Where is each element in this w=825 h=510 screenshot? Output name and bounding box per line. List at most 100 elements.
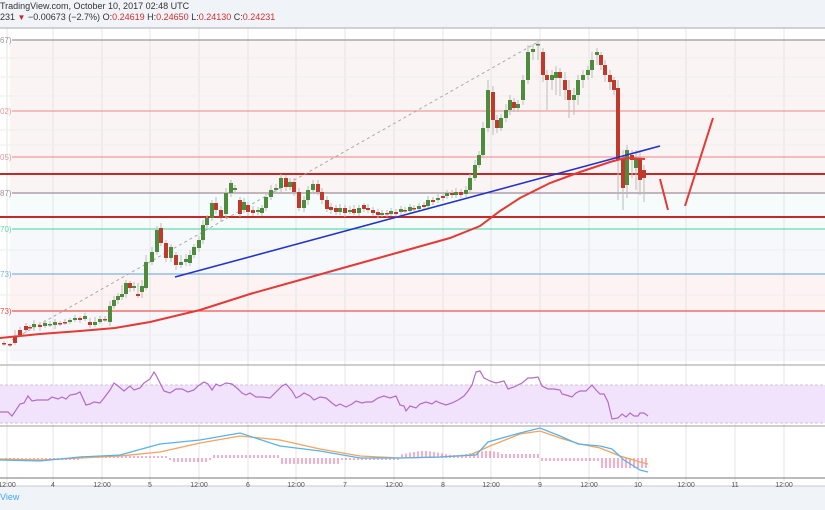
candle-body (264, 197, 268, 208)
candle-body (394, 212, 398, 214)
candle-body (586, 70, 590, 75)
candle-body (338, 208, 342, 212)
candle-body (302, 200, 306, 208)
candle-body (251, 210, 255, 213)
candle-body (625, 150, 629, 185)
candle-body (38, 325, 42, 327)
x-axis-tick-label: 5 (148, 482, 152, 489)
candle-body (389, 211, 393, 214)
candle-body (541, 52, 545, 75)
candle-body (403, 210, 407, 212)
candle-body (297, 192, 301, 208)
candle-body (112, 300, 116, 306)
brand-link[interactable]: View (0, 492, 20, 502)
candle-body (473, 165, 477, 178)
candle-body (242, 202, 246, 210)
x-axis-tick-label: 4 (51, 482, 55, 489)
candle-body (581, 75, 585, 80)
candle-body (201, 225, 205, 240)
candle-body (554, 72, 558, 78)
rsi-band (0, 385, 825, 423)
x-axis-tick-label: 7 (343, 482, 347, 489)
rsi-line (0, 370, 649, 420)
candle-body (634, 158, 638, 168)
fib-level-label: 70) (0, 225, 12, 234)
candle-body (558, 72, 562, 78)
candle-body (521, 80, 525, 100)
candle-body (279, 178, 283, 188)
candle-body (343, 208, 347, 213)
candle-body (563, 80, 567, 90)
low-value: 0.24130 (198, 12, 232, 22)
candle-body (603, 65, 607, 75)
candle-body (508, 100, 512, 110)
x-axis-tick-label: 12:00 (677, 482, 695, 489)
candle-body (68, 320, 72, 322)
candle-body (499, 118, 503, 128)
close-label: C: (233, 12, 243, 22)
candle-body (380, 213, 384, 215)
candle-body (491, 92, 495, 120)
candle-body (174, 255, 178, 265)
candle-body (536, 44, 540, 46)
candle-body (325, 200, 329, 209)
candle-body (58, 323, 62, 325)
candle-body (348, 210, 352, 212)
candle-body (284, 178, 288, 187)
projection-line-up (684, 117, 714, 207)
fib-drag-line (11, 41, 539, 341)
candle-body (526, 52, 530, 80)
candle-body (169, 247, 173, 258)
fib-level-label: 05) (0, 153, 12, 162)
candle-body (531, 49, 535, 52)
candle-body (103, 319, 107, 321)
candle-body (371, 210, 375, 213)
candle-body (18, 330, 22, 335)
candle-body (417, 206, 421, 209)
candle-body (316, 184, 320, 192)
candle-body (205, 218, 209, 225)
candle-body (73, 318, 77, 320)
candle-body (495, 120, 499, 128)
fib-level-label: 73) (0, 307, 12, 316)
fib-zone-bottom (10, 274, 825, 311)
candle-body (288, 182, 292, 187)
candle-body (612, 80, 616, 90)
candle-body (621, 158, 625, 188)
candle-body (83, 316, 87, 319)
candle-body (311, 184, 315, 190)
candle-body (93, 322, 97, 325)
candle-body (329, 207, 333, 210)
candle-body (2, 343, 6, 345)
candle-body (197, 240, 201, 248)
open-label: O: (102, 12, 113, 22)
candle-body (486, 90, 490, 128)
x-axis-tick-label: 12:00 (93, 482, 111, 489)
macd-line (0, 427, 649, 473)
x-axis-tick-label: 10 (634, 482, 642, 489)
candle-body (516, 104, 520, 108)
candle-body (599, 55, 603, 65)
candle-body (24, 326, 28, 330)
candle-body (572, 95, 576, 100)
candle-body (504, 110, 508, 118)
candle-body (320, 192, 324, 200)
candle-body (306, 190, 310, 200)
candle-body (422, 205, 426, 207)
candle-body (357, 208, 361, 213)
candle-body (238, 200, 242, 214)
candle-body (78, 318, 82, 320)
candle-body (108, 306, 112, 322)
candle-body (545, 75, 549, 80)
low-label: L: (191, 12, 199, 22)
projection-line-down (659, 178, 669, 211)
high-label: H: (147, 12, 157, 22)
candle-body (136, 294, 140, 296)
candle-body (441, 196, 445, 198)
candle-body (445, 193, 449, 196)
trendline (174, 145, 661, 278)
x-axis-tick-label: 12:00 (775, 482, 793, 489)
x-axis-tick-label: 12:00 (385, 482, 403, 489)
candle-body (256, 210, 260, 212)
